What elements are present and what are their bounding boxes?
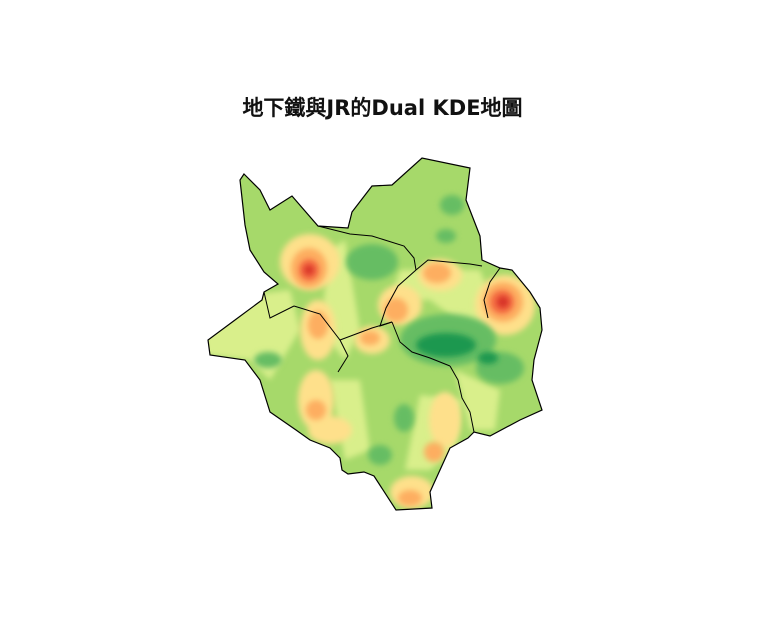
- region-boundary: [207, 157, 543, 511]
- map-title: 地下鐵與JR的Dual KDE地圖: [242, 96, 523, 120]
- density-surface: [208, 158, 542, 510]
- district-boundaries: [263, 225, 501, 433]
